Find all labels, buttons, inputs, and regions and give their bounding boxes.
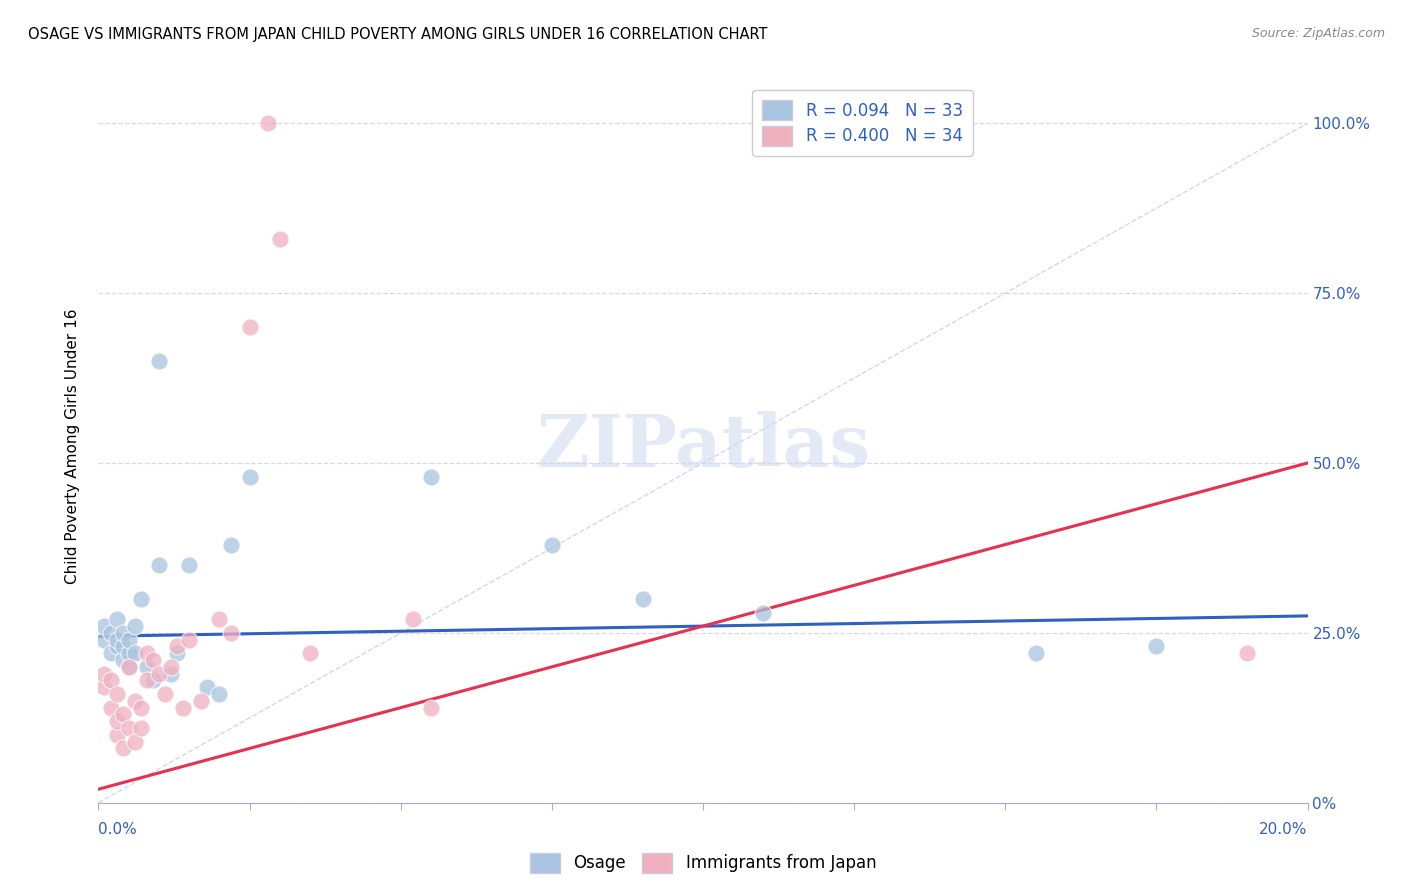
Point: [105, 714, 128, 729]
Point: [148, 666, 170, 681]
Point: [420, 469, 443, 483]
Point: [142, 653, 165, 667]
Legend: R = 0.094   N = 33, R = 0.400   N = 34: R = 0.094 N = 33, R = 0.400 N = 34: [752, 90, 973, 155]
Point: [124, 734, 146, 748]
Point: [190, 694, 212, 708]
Point: [111, 653, 134, 667]
Text: OSAGE VS IMMIGRANTS FROM JAPAN CHILD POVERTY AMONG GIRLS UNDER 16 CORRELATION CH: OSAGE VS IMMIGRANTS FROM JAPAN CHILD POV…: [28, 27, 768, 42]
Point: [142, 673, 165, 688]
Point: [129, 721, 152, 735]
Point: [111, 707, 134, 722]
Point: [299, 646, 322, 660]
Point: [160, 660, 183, 674]
Point: [135, 673, 157, 688]
Point: [195, 680, 218, 694]
Point: [179, 632, 201, 647]
Y-axis label: Child Poverty Among Girls Under 16: Child Poverty Among Girls Under 16: [65, 309, 80, 583]
Point: [148, 558, 170, 572]
Point: [129, 591, 152, 606]
Point: [1144, 640, 1167, 654]
Point: [239, 320, 262, 334]
Point: [221, 537, 243, 551]
Text: 0.0%: 0.0%: [98, 822, 138, 837]
Point: [111, 741, 134, 756]
Point: [208, 612, 231, 626]
Point: [135, 646, 157, 660]
Point: [129, 700, 152, 714]
Point: [100, 700, 122, 714]
Point: [118, 632, 141, 647]
Point: [105, 640, 128, 654]
Point: [135, 660, 157, 674]
Point: [172, 700, 194, 714]
Point: [100, 673, 122, 688]
Point: [93, 666, 115, 681]
Point: [420, 700, 443, 714]
Legend: Osage, Immigrants from Japan: Osage, Immigrants from Japan: [523, 847, 883, 880]
Point: [160, 666, 183, 681]
Point: [752, 606, 775, 620]
Point: [148, 354, 170, 368]
Point: [1236, 646, 1258, 660]
Text: Source: ZipAtlas.com: Source: ZipAtlas.com: [1251, 27, 1385, 40]
Point: [239, 469, 262, 483]
Point: [93, 632, 115, 647]
Point: [221, 626, 243, 640]
Text: ZIPatlas: ZIPatlas: [536, 410, 870, 482]
Point: [1024, 646, 1046, 660]
Point: [105, 728, 128, 742]
Point: [124, 619, 146, 633]
Point: [631, 591, 654, 606]
Point: [93, 680, 115, 694]
Point: [402, 612, 425, 626]
Point: [111, 640, 134, 654]
Point: [256, 116, 278, 130]
Point: [100, 626, 122, 640]
Point: [118, 721, 141, 735]
Point: [111, 626, 134, 640]
Point: [118, 660, 141, 674]
Point: [540, 537, 562, 551]
Point: [124, 646, 146, 660]
Point: [166, 640, 188, 654]
Point: [118, 646, 141, 660]
Point: [166, 646, 188, 660]
Point: [179, 558, 201, 572]
Point: [153, 687, 176, 701]
Point: [269, 232, 291, 246]
Point: [124, 694, 146, 708]
Point: [100, 646, 122, 660]
Point: [105, 612, 128, 626]
Point: [118, 660, 141, 674]
Point: [208, 687, 231, 701]
Point: [105, 687, 128, 701]
Text: 20.0%: 20.0%: [1260, 822, 1308, 837]
Point: [105, 632, 128, 647]
Point: [93, 619, 115, 633]
